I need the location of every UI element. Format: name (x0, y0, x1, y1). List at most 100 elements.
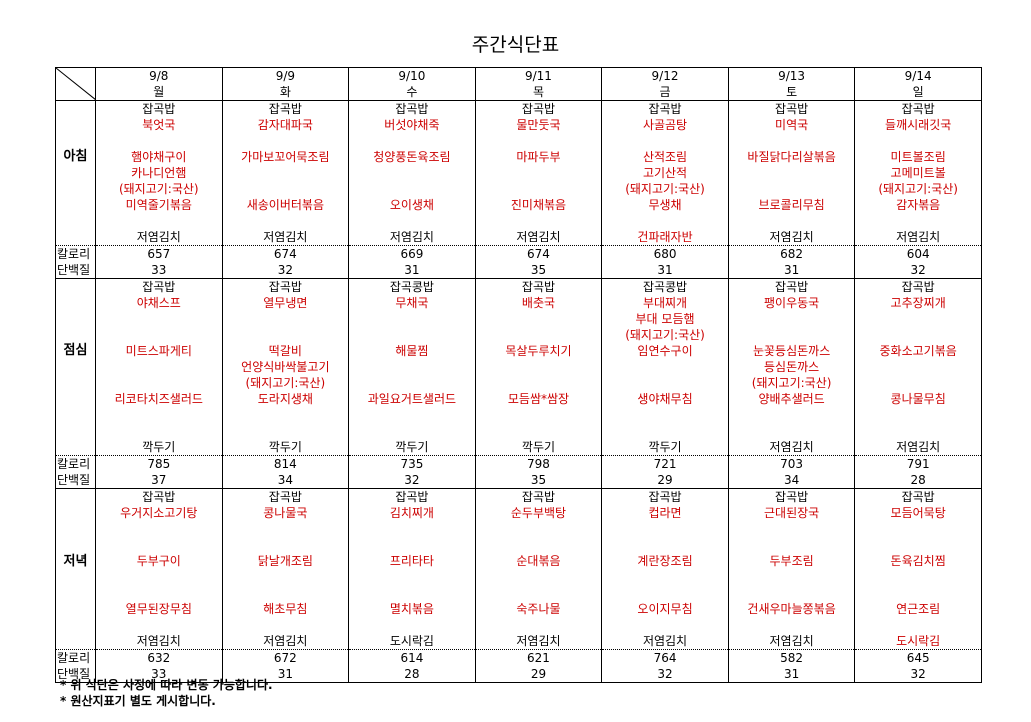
menu-item: 깍두기 (268, 440, 302, 454)
menu-item: 양배추샐러드 (758, 392, 825, 406)
menu-item: 도시락김 (896, 634, 941, 648)
menu-item (476, 181, 601, 197)
protein-row: 단백질 33 32 31 35 31 31 32 (55, 262, 982, 279)
menu-item: 사골곰탕 (642, 118, 688, 132)
menu-item (350, 181, 475, 197)
menu-item: 잡곡밥 (901, 102, 935, 116)
menu-item: 청양풍돈육조림 (373, 150, 451, 164)
day-weekday: 금 (659, 85, 671, 99)
calorie-label: 칼로리 (55, 245, 96, 262)
menu-item: 저염김치 (263, 230, 308, 244)
menu-item (476, 375, 601, 391)
meal-row: 저녁 잡곡밥 우거지소고기탕 두부구이 열무된장무침 저염김치 잡곡밥 콩나물국 닭날개조림 해초… (55, 488, 982, 650)
menu-item: 숙주나물 (516, 602, 561, 616)
menu-item (350, 359, 475, 375)
meal-row: 아침 잡곡밥 북엇국 햄야채구이 카나디언햄 (돼지고기:국산) 미역줄기볶음 저염김치 잡곡밥… (55, 100, 982, 246)
menu-item (603, 617, 728, 633)
meal-label: 아침 (55, 100, 96, 246)
menu-item: 잡곡밥 (648, 490, 682, 504)
menu-item (729, 311, 854, 327)
menu-cell: 잡곡밥 근대된장국 두부조림 건새우마늘쫑볶음 저염김치 (727, 488, 856, 650)
menu-cell: 잡곡밥 배춧국 목살두루치기 모듬쌈*쌈장 깍두기 (474, 278, 603, 456)
menu-item (96, 327, 221, 343)
protein-label: 단백질 (55, 262, 96, 279)
menu-item: 저염김치 (642, 634, 688, 648)
protein-value: 35 (474, 262, 603, 279)
menu-cell: 잡곡밥 미역국 바질닭다리살볶음 브로콜리무침 저염김치 (727, 100, 856, 246)
menu-item: 저염김치 (389, 230, 434, 244)
day-weekday: 일 (912, 85, 924, 99)
menu-cell: 잡곡콩밥 부대찌개 부대 모듬햄 (돼지고기:국산) 임연수구이 생야채무침 깍두기 (601, 278, 729, 456)
protein-value: 33 (95, 262, 223, 279)
menu-item (603, 521, 728, 537)
menu-item: 부대찌개 (642, 296, 688, 310)
menu-item (856, 213, 981, 229)
menu-item (856, 375, 981, 391)
menu-item: 도라지생채 (257, 392, 313, 406)
menu-item (856, 569, 981, 585)
menu-item: 카나디언햄 (131, 166, 187, 180)
menu-item: 닭날개조림 (257, 554, 313, 568)
menu-item: 무생채 (648, 198, 682, 212)
calorie-value: 669 (348, 245, 476, 262)
day-date: 9/11 (524, 69, 552, 83)
menu-item: 잡곡밥 (395, 490, 429, 504)
meal-label: 점심 (55, 278, 96, 456)
protein-value: 28 (854, 472, 982, 489)
menu-item (729, 133, 854, 149)
menu-item: 잡곡밥 (521, 280, 556, 294)
menu-cell: 잡곡밥 감자대파국 가마보꼬어묵조림 새송이버터볶음 저염김치 (221, 100, 350, 246)
menu-cell: 잡곡밥 컵라면 계란장조림 오이지무침 저염김치 (601, 488, 729, 650)
menu-item: 언양식바싹불고기 (241, 360, 330, 374)
menu-item: 저염김치 (896, 230, 941, 244)
menu-item (603, 569, 728, 585)
menu-item (350, 569, 475, 585)
calorie-value: 703 (727, 455, 856, 472)
menu-item (96, 213, 221, 229)
menu-item: 근대된장국 (763, 506, 820, 520)
menu-item (476, 213, 601, 229)
menu-item: 저염김치 (769, 230, 814, 244)
weekly-menu-table: 9/8 월 9/9 화 9/10 수 9/11 목 9/12 금 9/13 토 9/14 일 아침 잡곡밥 북엇… (55, 67, 982, 683)
menu-item: 저염김치 (516, 230, 561, 244)
menu-item: 새송이버터볶음 (246, 198, 324, 212)
menu-item: 잡곡밥 (901, 280, 935, 294)
day-header: 9/14 일 (854, 67, 982, 101)
menu-item: 콩나물국 (263, 506, 308, 520)
menu-item: 잡곡밥 (775, 280, 809, 294)
menu-item: 깍두기 (648, 440, 682, 454)
menu-item (223, 213, 348, 229)
menu-item (603, 375, 728, 391)
day-date: 9/9 (275, 69, 295, 83)
calorie-value: 798 (474, 455, 603, 472)
menu-item: 북엇국 (142, 118, 176, 132)
menu-item (96, 359, 221, 375)
menu-item (476, 311, 601, 327)
menu-item: 눈꽃등심돈까스 (752, 344, 831, 358)
calorie-value: 657 (95, 245, 223, 262)
menu-item (729, 407, 854, 423)
menu-item: 등심돈까스 (763, 360, 820, 374)
menu-cell: 잡곡밥 북엇국 햄야채구이 카나디언햄 (돼지고기:국산) 미역줄기볶음 저염김치 (95, 100, 223, 246)
menu-item (96, 569, 221, 585)
day-weekday: 토 (786, 85, 798, 99)
menu-item (96, 133, 221, 149)
calorie-row: 칼로리 657 674 669 674 680 682 604 (55, 245, 982, 262)
day-weekday: 월 (153, 85, 165, 99)
menu-item: 저염김치 (769, 634, 814, 648)
menu-item (729, 585, 854, 601)
calorie-value: 604 (854, 245, 982, 262)
day-header: 9/12 금 (601, 67, 729, 101)
menu-cell: 잡곡밥 김치찌개 프리타타 멸치볶음 도시락김 (348, 488, 476, 650)
protein-label: 단백질 (55, 472, 96, 489)
menu-item: 생야채무침 (637, 392, 693, 406)
diagonal-line (56, 68, 95, 100)
menu-item: (돼지고기:국산) (625, 182, 705, 196)
menu-item (350, 537, 475, 553)
protein-value: 31 (348, 262, 476, 279)
menu-item: 돈육김치찜 (890, 554, 946, 568)
calorie-value: 582 (727, 649, 856, 666)
menu-item (603, 407, 728, 423)
calorie-label: 칼로리 (55, 455, 96, 472)
menu-item: 브로콜리무침 (758, 198, 825, 212)
